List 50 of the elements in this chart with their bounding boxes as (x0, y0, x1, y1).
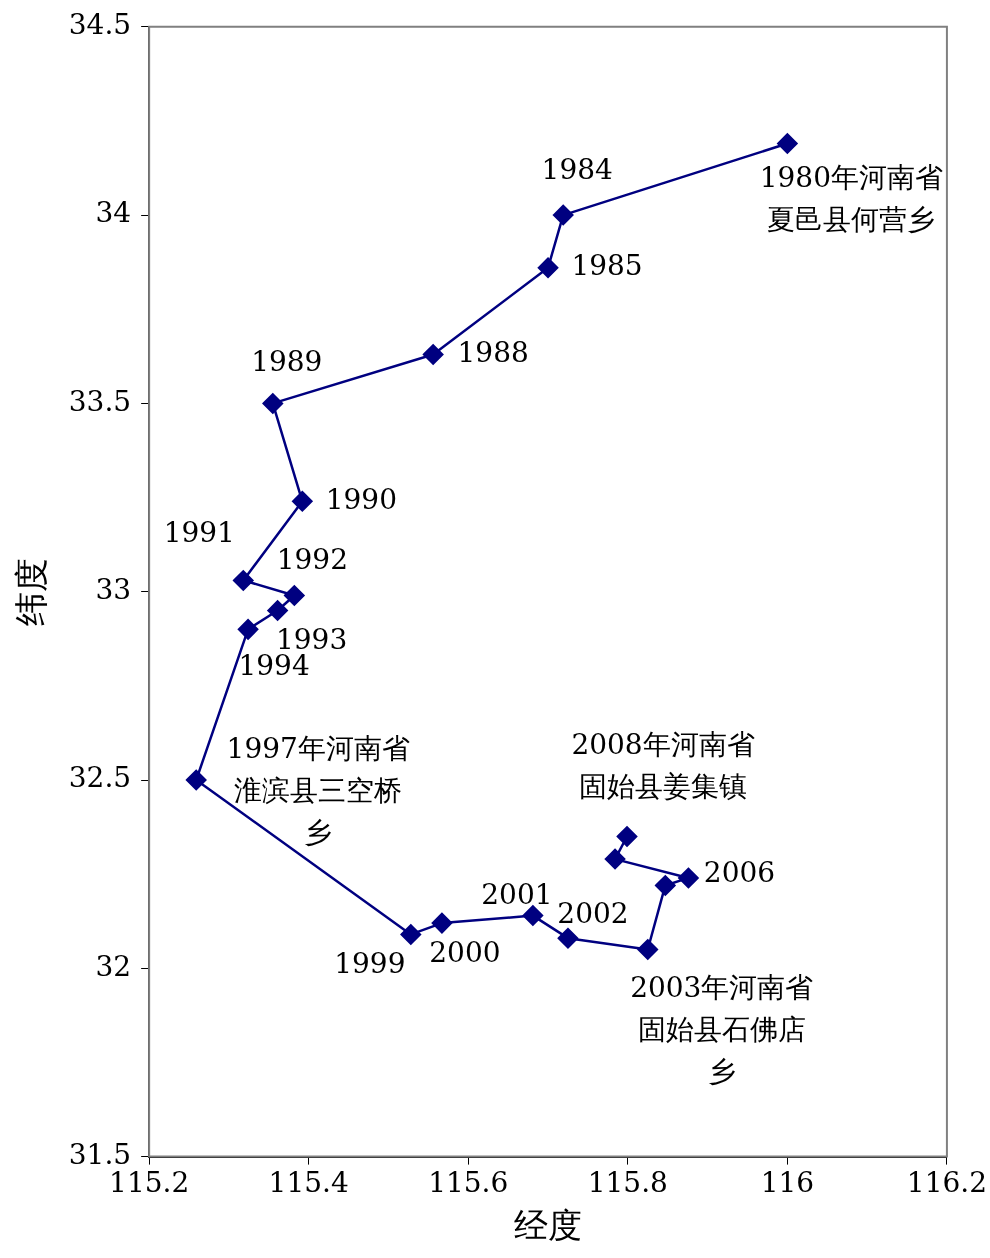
x-tick-label: 116 (760, 1165, 815, 1199)
point (616, 826, 638, 847)
y-axis-title: 纬度 (11, 557, 52, 626)
annotation: 2000 (429, 936, 501, 970)
annotation: 1989 (251, 344, 323, 378)
annotation: 1992 (276, 542, 348, 576)
x-tick-label: 116.2 (906, 1165, 988, 1199)
y-tick-label: 34.5 (68, 8, 132, 42)
point (777, 133, 798, 154)
annotation: 2001 (481, 877, 553, 911)
annotation: 1980年河南省夏邑县何营乡 (759, 160, 943, 236)
point (292, 491, 313, 512)
y-tick-label: 33 (95, 572, 132, 606)
point (637, 939, 658, 960)
point (537, 257, 559, 279)
point (284, 585, 305, 606)
point (422, 344, 444, 365)
point (237, 619, 259, 640)
x-tick-label: 115.4 (268, 1165, 349, 1199)
y-tick-label: 32 (95, 949, 132, 983)
annotation: 2008年河南省固始县姜集镇 (571, 727, 755, 803)
annotation: 1994 (238, 648, 310, 682)
annotation: 1984 (541, 153, 613, 187)
annotation: 1985 (571, 249, 643, 283)
point (552, 204, 574, 226)
x-tick-label: 115.6 (428, 1165, 509, 1199)
point (185, 769, 207, 791)
point (655, 875, 676, 896)
annotation: 1997年河南省淮滨县三空桥乡 (226, 732, 410, 850)
annotation: 1988 (457, 335, 529, 369)
point (604, 848, 626, 870)
y-tick-label: 33.5 (68, 384, 132, 418)
annotation: 1999 (334, 946, 406, 980)
point (522, 905, 544, 926)
annotation: 2003年河南省固始县石佛店乡 (630, 970, 814, 1088)
point (233, 570, 254, 591)
point (678, 867, 699, 889)
x-tick-label: 115.8 (587, 1165, 668, 1199)
y-tick-label: 32.5 (68, 761, 132, 795)
x-axis-title: 经度 (514, 1205, 583, 1246)
annotation: 2002 (557, 897, 629, 931)
annotation: 1991 (163, 515, 235, 549)
annotation: 1990 (325, 482, 397, 516)
point (262, 393, 284, 414)
annotation: 2006 (703, 856, 776, 890)
point (400, 924, 422, 945)
point (557, 927, 579, 949)
point (267, 600, 288, 621)
y-tick-label: 34 (95, 196, 132, 230)
point (431, 912, 453, 934)
